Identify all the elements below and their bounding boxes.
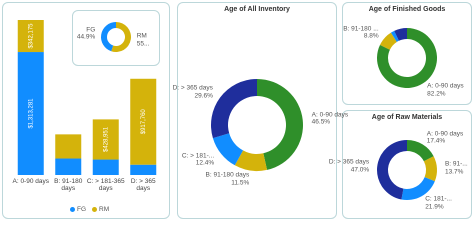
donut-slice (377, 28, 437, 89)
slice-label: A: 0-90 days 82.2% (427, 83, 464, 98)
donut-slice (212, 133, 244, 166)
bar-segment (17, 52, 44, 175)
slice-label: RM 55... (137, 33, 150, 48)
bar-segment (55, 134, 82, 159)
x-tick-label: D: > 365 days (130, 178, 156, 193)
slice-category: A: 0-90 days (427, 82, 464, 90)
slice-value: 44.9% (76, 33, 96, 41)
all-panel (177, 2, 337, 219)
donut-slice (423, 156, 438, 182)
slice-label: B: 91-... 13.7% (445, 161, 468, 176)
bar-segment (92, 159, 119, 175)
slice-category: RM (136, 32, 147, 40)
slice-label: A: 0-90 days 17.4% (427, 130, 464, 145)
slice-value: 17.4% (426, 137, 446, 145)
data-label: $428,951 (103, 126, 109, 152)
slice-category: A: 0-90 days (311, 111, 349, 119)
slice-category: B: 91-... (444, 160, 468, 168)
data-label: $342,175 (28, 23, 34, 49)
data-label: $917,760 (141, 109, 147, 135)
donut-slice (111, 22, 131, 52)
slice-value: 13.7% (444, 168, 464, 176)
chart-title: Age of Finished Goods (368, 6, 446, 13)
x-tick-label: B: 91-180 days (54, 178, 83, 193)
slice-label: B: 91-180 ... 8.8% (343, 25, 378, 40)
slice-value: 47.0% (350, 166, 370, 174)
donut-slice (101, 22, 116, 52)
donut-slice (211, 79, 257, 139)
slice-category: D: > 365 days (328, 158, 370, 166)
slice-category: C: > 181-... (181, 152, 215, 160)
donut-slice (380, 32, 397, 50)
marks: $1,313,281 $342,175 $428,951 $917,760 (17, 20, 438, 201)
rm-panel (342, 110, 472, 219)
slice-category: C: 181-... (425, 195, 452, 203)
legend-label: FG (77, 206, 87, 213)
legend-swatch (92, 207, 98, 213)
slice-value: 11.5% (231, 179, 250, 187)
donut-slice (407, 140, 434, 162)
slice-value: 29.6% (194, 92, 213, 100)
slice-value: 82.2% (427, 90, 446, 98)
slice-label: A: 0-90 days 46.5% (312, 111, 349, 126)
slice-label: D: > 365 days 29.6% (173, 85, 213, 100)
data-label: $1,313,281 (28, 98, 34, 129)
slice-category: B: 91-180 ... (343, 25, 379, 33)
slice-value: 55... (136, 40, 150, 48)
legend-item: RM (92, 206, 109, 213)
donut-slice (394, 28, 407, 41)
chart-title: Age of All Inventory (224, 6, 290, 13)
donut-slice (377, 140, 407, 200)
slice-label: C: > 181-... 12.4% (182, 152, 214, 167)
slice-value: 12.4% (195, 159, 215, 167)
inset-panel (72, 10, 160, 66)
chart-title: Age of Raw Materials (371, 114, 443, 121)
slice-label: B: 91-180 days 11.5% (206, 172, 250, 187)
legend-swatch (70, 207, 75, 213)
slice-value: 46.5% (311, 118, 331, 126)
slice-value: 21.9% (425, 203, 444, 211)
slice-label: D: > 365 days 47.0% (329, 159, 369, 174)
bar-segment (130, 164, 157, 175)
donut-slice (234, 150, 268, 171)
slice-label: FG 44.9% (77, 26, 95, 41)
x-tick-label: C: > 181-365 days (86, 178, 125, 193)
legend-item: FG (70, 206, 86, 213)
slice-category: A: 0-90 days (426, 130, 464, 138)
bar-segment (130, 78, 157, 165)
bar-segment (17, 20, 44, 53)
slice-value: 8.8% (363, 32, 379, 40)
bar-segment (92, 119, 119, 160)
slice-category: D: > 365 days (172, 84, 213, 92)
x-tick-label: A: 0-90 days (12, 178, 50, 185)
slice-category: FG (86, 26, 96, 34)
slice-category: B: 91-180 days (205, 171, 250, 179)
slice-label: C: 181-... 21.9% (425, 196, 452, 211)
bar-segment (55, 158, 82, 175)
dashboard: $1,313,281 $342,175 $428,951 $917,760 A: 0-… (0, 0, 474, 221)
donut-slice (390, 30, 399, 42)
legend: FG RM (70, 206, 109, 213)
legend-label: RM (99, 206, 110, 213)
donut-slice (401, 177, 435, 201)
donut-slice (257, 79, 303, 170)
